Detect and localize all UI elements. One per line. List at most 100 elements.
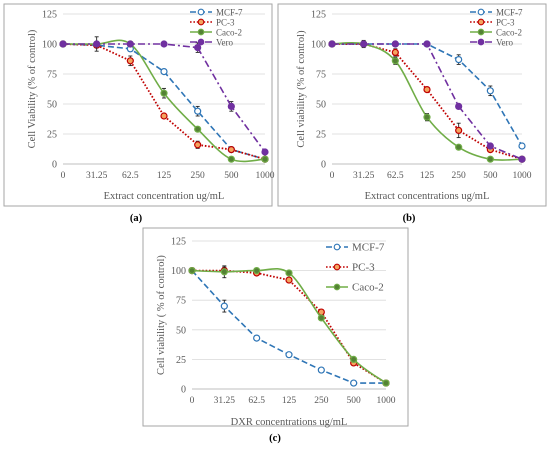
legend-marker <box>477 18 485 26</box>
data-point <box>455 143 463 151</box>
chart-panel-c: 0 25 50 75 100 125 0 31.25 62.5 125 250 500 1000 DXR … <box>142 227 409 444</box>
legend-label: PC-3 <box>496 18 515 28</box>
data-point <box>455 55 463 64</box>
data-point <box>391 40 399 48</box>
x-tick-label: 0 <box>190 396 195 406</box>
data-point <box>194 125 202 133</box>
data-point <box>160 112 168 120</box>
x-tick-label: 0 <box>61 171 66 181</box>
legend-marker <box>477 38 485 46</box>
legend: MCF-7 PC-3 Caco-2 <box>326 242 385 294</box>
data-point <box>285 351 293 359</box>
data-point <box>59 40 67 48</box>
series-caco-2 <box>188 265 390 387</box>
data-point <box>253 334 261 342</box>
y-tick-label: 25 <box>47 130 57 141</box>
y-tick-label: 75 <box>176 296 186 307</box>
data-point <box>160 40 168 48</box>
legend-marker <box>477 8 485 16</box>
data-point <box>350 379 358 387</box>
data-point <box>317 366 325 374</box>
panel-label: (a) <box>130 213 143 224</box>
data-point <box>261 155 269 163</box>
x-tick-label: 250 <box>191 171 206 181</box>
x-tick-label: 31.25 <box>86 171 108 181</box>
y-tick-label: 75 <box>47 70 57 81</box>
legend-label: PC-3 <box>216 18 235 28</box>
data-point <box>93 40 101 48</box>
y-tick-label: 125 <box>42 10 57 21</box>
data-point <box>227 155 235 163</box>
data-point <box>253 267 261 275</box>
data-point <box>455 102 463 111</box>
legend-label: Caco-2 <box>216 28 242 38</box>
y-tick-label: 25 <box>316 130 326 141</box>
legend-marker <box>197 18 205 26</box>
data-point <box>194 107 202 115</box>
y-tick-label: 25 <box>176 355 186 366</box>
x-tick-label: 500 <box>224 171 239 181</box>
y-axis-title: Cell viability ( % of control) <box>156 255 167 375</box>
y-tick-label: 75 <box>316 70 326 81</box>
chart-panel-b: 0 25 50 75 100 125 0 31.25 62.5 125 250 500 1000 Extr… <box>277 3 547 224</box>
data-point <box>423 113 431 121</box>
data-point <box>285 276 293 284</box>
data-point <box>350 355 358 363</box>
legend-label: Caco-2 <box>496 28 522 38</box>
data-point <box>285 269 293 277</box>
data-point <box>220 268 228 276</box>
legend-label: Vero <box>496 38 513 48</box>
data-point <box>486 155 494 163</box>
x-axis-title: Extract concentrations ug/mL <box>365 191 490 202</box>
data-point <box>126 57 134 65</box>
x-tick-label: 0 <box>330 171 335 181</box>
data-point <box>455 126 463 134</box>
chart-frame <box>277 3 547 207</box>
x-tick-label: 1000 <box>513 171 532 181</box>
data-point <box>423 40 431 48</box>
data-point <box>518 155 526 163</box>
data-point <box>194 43 202 52</box>
x-tick-label: 500 <box>347 396 362 406</box>
x-tick-label: 250 <box>314 396 329 406</box>
legend-label: Caco-2 <box>352 282 384 294</box>
x-tick-label: 62.5 <box>387 171 404 181</box>
y-axis-title: Cell viability (% of control) <box>296 30 307 148</box>
y-tick-label: 125 <box>311 10 326 21</box>
legend-label: MCF-7 <box>496 8 523 18</box>
legend-marker <box>197 28 205 36</box>
legend-label: PC-3 <box>352 262 375 274</box>
series-vero <box>59 36 269 156</box>
x-axis-title: DXR concentrations ug/mL <box>231 417 348 428</box>
y-tick-label: 50 <box>316 100 326 111</box>
x-tick-label: 31.25 <box>353 171 375 181</box>
data-point <box>423 85 431 94</box>
y-tick-label: 0 <box>181 385 186 396</box>
data-point <box>194 141 202 149</box>
data-point <box>188 267 196 275</box>
x-tick-label: 125 <box>282 396 297 406</box>
y-tick-label: 0 <box>52 160 57 171</box>
data-point <box>220 302 228 310</box>
data-point <box>227 146 235 154</box>
data-point <box>486 87 494 95</box>
legend-label: MCF-7 <box>216 8 243 18</box>
data-point <box>126 40 134 48</box>
legend-label: Vero <box>216 38 233 48</box>
chart-frame <box>3 3 273 207</box>
data-point <box>360 40 368 48</box>
legend-marker <box>197 38 205 46</box>
legend-marker <box>333 263 341 271</box>
data-point <box>160 67 168 76</box>
x-tick-label: 250 <box>452 171 467 181</box>
y-tick-label: 125 <box>171 237 186 248</box>
y-tick-label: 50 <box>176 325 186 336</box>
x-tick-label: 125 <box>420 171 435 181</box>
panel-label: (b) <box>403 213 416 224</box>
data-point <box>160 89 168 97</box>
data-point <box>391 57 399 65</box>
x-tick-label: 62.5 <box>122 171 139 181</box>
